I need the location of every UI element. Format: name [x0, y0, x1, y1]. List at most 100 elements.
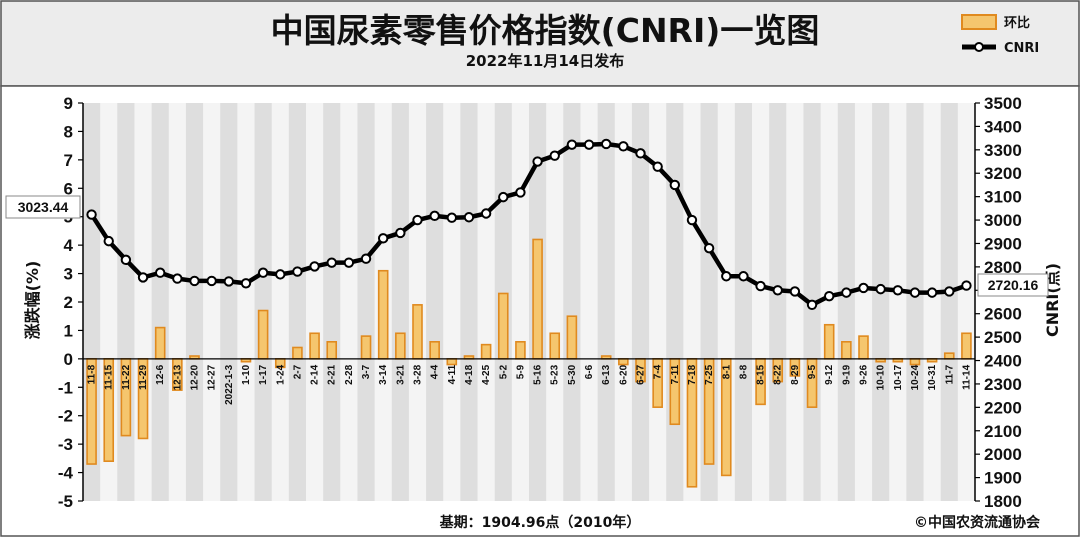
x-tick-label: 7-18	[687, 364, 698, 384]
line-point	[292, 266, 303, 277]
line-point	[944, 286, 955, 297]
callout-last-box	[977, 273, 1049, 297]
x-tick-label: 3-14	[378, 364, 389, 384]
line-point	[103, 235, 114, 247]
x-tick-label: 4-18	[464, 364, 475, 384]
line-point	[600, 138, 612, 150]
x-tick-label: 11-22	[121, 364, 132, 389]
x-tick-label: 12-20	[190, 364, 201, 390]
line-point	[686, 214, 698, 226]
x-tick-label: 6-13	[601, 364, 612, 384]
line-point	[755, 280, 766, 292]
x-tick-label: 11-8	[87, 364, 98, 384]
line-point	[446, 212, 458, 223]
line-point	[377, 233, 389, 244]
legend-line-label: CNRI	[1004, 41, 1039, 56]
bar	[360, 335, 372, 360]
y-right-tick-label: 1900	[984, 469, 1022, 488]
grid-band	[203, 103, 221, 501]
bar	[823, 323, 835, 360]
x-tick-label: 6-27	[636, 364, 647, 384]
y-right-tick-label: 3300	[984, 141, 1022, 160]
x-tick-label: 5-2	[498, 364, 509, 379]
bar	[909, 358, 921, 366]
x-tick-label: 8-15	[756, 364, 767, 384]
bar	[515, 340, 526, 360]
y-left-tick-label: 0	[64, 350, 73, 369]
line-series	[86, 138, 972, 311]
bar	[257, 309, 269, 360]
x-tick-label: 8-29	[790, 364, 801, 384]
grid-band	[889, 103, 907, 501]
line-point	[275, 269, 286, 280]
y-right-tick-label: 2000	[984, 445, 1022, 464]
line-point	[549, 150, 560, 161]
x-tick-label: 1-17	[258, 364, 269, 384]
y-right-tick-label: 3100	[984, 188, 1022, 207]
bar	[480, 343, 492, 360]
line-point	[823, 290, 835, 302]
x-tick-label: 8-1	[721, 364, 732, 379]
y-left-tick-label: -5	[58, 492, 73, 511]
y-right-tick-label: 3000	[984, 211, 1022, 230]
x-tick-label: 5-23	[550, 364, 561, 384]
line-point	[154, 267, 166, 278]
x-tick-label: 6-6	[584, 364, 595, 379]
callout-last-value: 2720.16	[988, 277, 1039, 293]
line-point	[703, 242, 715, 254]
x-tick-label: 11-7	[944, 364, 955, 384]
x-tick-label: 4-25	[481, 364, 492, 384]
line-point	[120, 254, 132, 266]
y-right-tick-label: 2800	[984, 258, 1022, 277]
x-tick-label: 8-22	[773, 364, 784, 384]
copyright: ©中国农资流通协会	[914, 514, 1041, 531]
callout-first-value: 3023.44	[18, 199, 69, 215]
grid-band	[511, 103, 529, 501]
line-point	[772, 285, 783, 296]
bar	[326, 340, 338, 360]
grid-band	[306, 103, 324, 501]
line-point	[326, 257, 337, 268]
line-point	[172, 273, 183, 284]
line-point	[360, 253, 372, 264]
y-right-tick-label: 1800	[984, 492, 1022, 511]
line-point	[309, 261, 320, 272]
x-tick-label: 5-16	[533, 364, 544, 384]
line-point	[257, 267, 269, 278]
grid-band	[854, 103, 873, 501]
x-tick-label: 6-20	[618, 364, 629, 384]
plot-area: 11-8 11-15 11-22 11-29 12-6 12-13 12-20 12-27 20…	[58, 94, 1022, 511]
y-right-tick-label: 2100	[984, 422, 1022, 441]
line-point	[635, 148, 646, 159]
x-tick-label: 3-28	[413, 364, 424, 384]
chart-subtitle: 2022年11月14日发布	[466, 52, 625, 70]
grid-band	[271, 103, 289, 501]
grid-band	[134, 103, 152, 501]
grid-band	[340, 103, 358, 501]
base-period-note: 基期：1904.96点（2010年）	[440, 514, 641, 531]
bar	[377, 269, 389, 360]
y-right-tick-label: 2400	[984, 352, 1022, 371]
callout-first-box	[5, 195, 81, 219]
grid-band	[580, 103, 598, 501]
grid-bands	[100, 103, 975, 501]
grid-band	[408, 103, 427, 501]
y-left-tick-label: 4	[64, 236, 74, 255]
legend: 环比 CNRI	[961, 14, 1039, 56]
grid-band	[820, 103, 838, 501]
line-point	[343, 257, 355, 268]
line-point	[498, 191, 509, 203]
y-left-tick-label: 6	[64, 179, 73, 198]
x-tick-label: 9-12	[824, 364, 835, 384]
x-tick-label: 12-13	[172, 364, 183, 390]
x-tick-label: 5-9	[515, 364, 526, 379]
y-left-tick-label: 2	[64, 293, 73, 312]
y-right-tick-label: 3500	[984, 94, 1022, 113]
y-left-tick-label: -2	[58, 407, 73, 426]
callout-last: 2720.16	[977, 273, 1049, 297]
x-tick-label: 10-10	[876, 364, 887, 390]
bar	[446, 358, 458, 366]
x-tick-label: 2-28	[344, 364, 355, 384]
y-right-tick-label: 2500	[984, 328, 1022, 347]
